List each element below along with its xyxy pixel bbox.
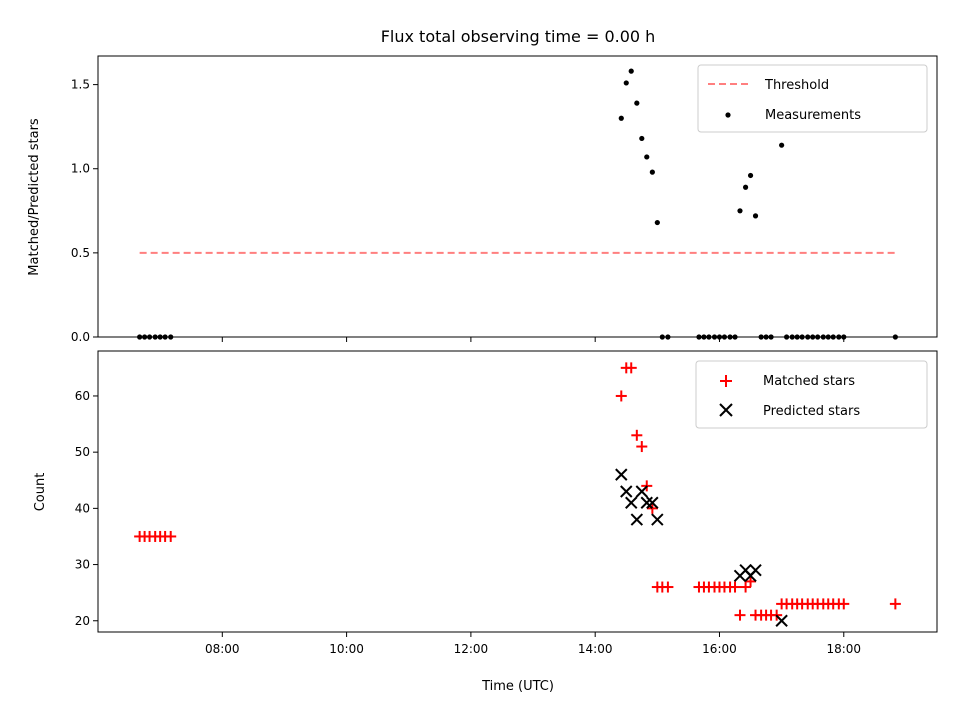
bottom-legend-box [695,360,928,429]
bottom-axes-frame [97,350,938,633]
x-tick-label: 10:00 [329,642,364,656]
measurements-legend-swatch [725,112,731,118]
top-panel: 0.0 0.5 1.0 1.5 Matched/Predicted stars Thr… [27,55,938,344]
y-tick-label: 20 [75,614,90,628]
predicted-legend-label: Predicted stars [763,404,860,419]
matched-star-point [838,598,850,610]
measurement-point [634,100,640,106]
matched-star-point [745,575,757,587]
y-tick-label: 0.0 [71,330,90,344]
predicted-star-point [640,496,653,509]
x-tick-label: 18:00 [826,642,861,656]
threshold-legend-label: Threshold [764,78,829,93]
bottom-plot-marks [134,362,901,627]
matched-star-point [646,502,658,514]
top-legend: Threshold Measurements [697,64,928,133]
measurement-point [628,68,634,74]
matched-legend-swatch [720,375,732,387]
measurement-point [737,208,743,214]
y-tick-label: 0.5 [71,246,90,260]
measurement-point [639,135,645,142]
x-tick-label: 14:00 [578,642,613,656]
measurement-point [779,142,785,148]
predicted-star-point [635,485,649,498]
predicted-legend-swatch [719,403,733,417]
predicted-star-point [651,513,664,526]
matched-star-point [625,362,637,374]
predicted-star-point [630,513,644,526]
matched-star-point [662,581,674,593]
y-tick-label: 40 [75,501,90,515]
bottom-y-axis-label: Count [33,473,48,512]
predicted-star-point [646,496,659,509]
y-tick-label: 1.0 [71,162,90,176]
y-tick-label: 60 [75,389,90,403]
measurement-point [742,184,749,190]
top-axis-ticks: 0.0 0.5 1.0 1.5 [71,78,845,344]
matched-star-point [889,598,901,610]
matched-legend-label: Matched stars [763,374,855,389]
matched-star-point [165,530,177,542]
matched-star-point [615,390,627,402]
predicted-star-point [620,485,633,498]
y-tick-label: 50 [75,445,90,459]
measurement-point [752,213,759,219]
predicted-star-point [615,468,628,481]
top-axes-frame [97,55,938,338]
matched-star-point [636,441,648,453]
measurement-point [623,80,629,86]
top-legend-box [697,64,928,133]
bottom-legend: Matched stars Predicted stars [695,360,928,429]
measurements-legend-label: Measurements [765,108,861,123]
predicted-star-point [625,496,638,509]
bottom-axis-ticks: 20 30 40 50 60 08:00 10:00 12:00 14:00 16:00 18:00 [75,389,861,656]
matched-star-point [729,581,741,593]
predicted-star-point [749,563,762,577]
top-y-axis-label: Matched/Predicted stars [27,118,42,276]
measurement-point [649,169,655,175]
measurement-point [654,219,660,226]
matched-star-point [740,581,752,593]
top-plot-marks [137,68,898,340]
y-tick-label: 30 [75,558,90,572]
predicted-star-point [775,614,788,627]
measurement-point [747,172,754,179]
bottom-panel: 20 30 40 50 60 08:00 10:00 12:00 14:00 16:00 18:00… [33,350,938,694]
y-tick-label: 1.5 [71,78,90,92]
matched-star-point [734,609,746,621]
x-tick-label: 12:00 [454,642,489,656]
measurement-point [618,115,624,121]
x-tick-label: 16:00 [702,642,737,656]
figure-title: Flux total observing time = 0.00 h [381,27,656,46]
x-axis-label: Time (UTC) [481,679,554,694]
x-tick-label: 08:00 [205,642,240,656]
matched-star-point [631,429,643,441]
measurement-point [644,154,650,160]
